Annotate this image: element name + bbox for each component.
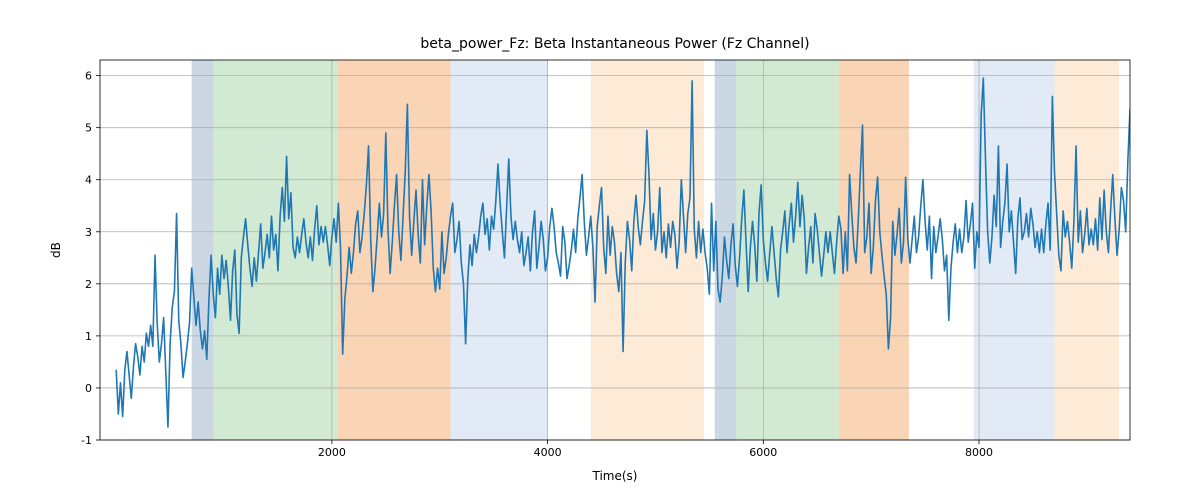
y-tick-label: 2 xyxy=(85,278,92,291)
x-tick-label: 4000 xyxy=(534,446,562,459)
x-tick-label: 8000 xyxy=(965,446,993,459)
chart-container: beta_power_Fz: Beta Instantaneous Power … xyxy=(0,0,1200,500)
region-band xyxy=(1055,60,1120,440)
y-tick-label: 5 xyxy=(85,122,92,135)
plot-area: 2000 4000 6000 8000 -1 0 1 2 3 4 5 6 xyxy=(81,60,1130,459)
y-tick-label: 3 xyxy=(85,226,92,239)
region-band xyxy=(451,60,548,440)
y-tick-label: 4 xyxy=(85,174,92,187)
y-axis-label: dB xyxy=(49,242,63,258)
y-tick-label: -1 xyxy=(81,434,92,447)
x-tick-label: 2000 xyxy=(318,446,346,459)
chart-svg: beta_power_Fz: Beta Instantaneous Power … xyxy=(0,0,1200,500)
y-tick-label: 6 xyxy=(85,70,92,83)
x-axis-label: Time(s) xyxy=(592,469,638,483)
chart-title: beta_power_Fz: Beta Instantaneous Power … xyxy=(420,36,809,52)
region-band xyxy=(591,60,704,440)
region-band xyxy=(192,60,214,440)
region-band xyxy=(213,60,337,440)
y-tick-label: 0 xyxy=(85,382,92,395)
y-tick-label: 1 xyxy=(85,330,92,343)
x-tick-label: 6000 xyxy=(749,446,777,459)
